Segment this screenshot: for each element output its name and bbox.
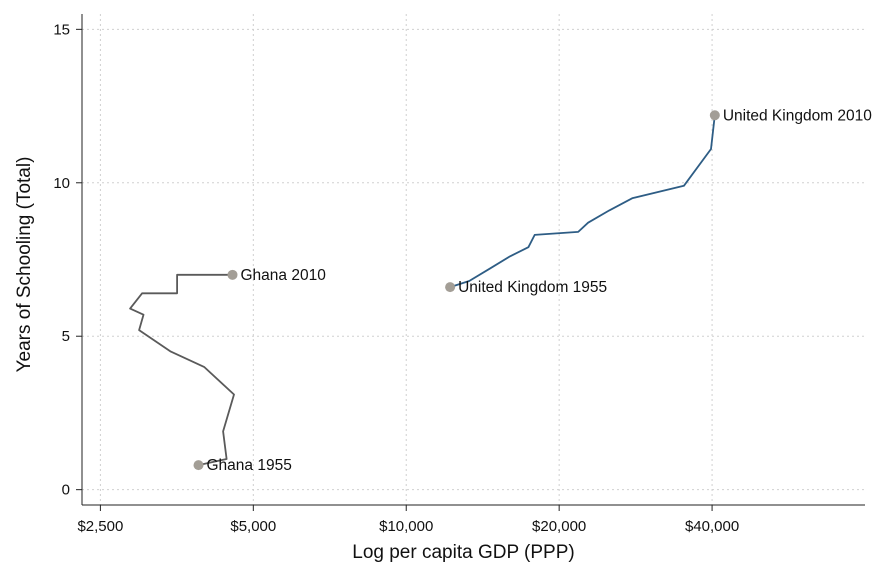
x-tick-label: $40,000 [685,518,739,535]
x-tick-label: $20,000 [532,518,586,535]
series-line-1 [449,115,716,288]
x-tick-label: $2,500 [77,518,123,535]
x-axis-title: Log per capita GDP (PPP) [352,542,574,563]
point-labels: Ghana 1955 Ghana 2010 United Kingdom 1955 U… [207,107,873,474]
point-label-start: Ghana 1955 [207,457,292,474]
point-label-end: United Kingdom 2010 [723,107,872,124]
point-label-end: Ghana 2010 [241,267,327,284]
y-tick-label: 5 [62,328,70,345]
y-tick-label: 0 [62,482,70,499]
axes: 0 5 10 15 $2,500 $5,000 $10,000 $20,000 $40,000 [53,14,865,535]
endpoint-markers [193,110,720,471]
y-axis-title: Years of Schooling (Total) [14,157,35,373]
data-point-end [227,269,238,280]
series-line-0 [129,273,235,466]
data-point-end [709,110,720,121]
grid-lines [82,14,865,505]
y-tick-label: 10 [53,175,70,192]
point-label-start: United Kingdom 1955 [458,279,607,296]
y-tick-label: 15 [53,21,70,38]
data-point-start [193,460,204,471]
x-tick-label: $10,000 [379,518,433,535]
data-point-start [445,282,456,293]
x-tick-label: $5,000 [230,518,276,535]
series-lines [129,115,716,466]
